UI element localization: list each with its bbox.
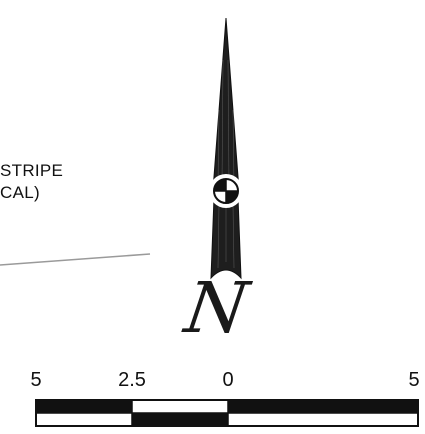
note-text-line-1: STRIPE xyxy=(0,161,64,180)
north-arrow xyxy=(209,17,243,280)
scale-label-half: 2.5 xyxy=(118,369,146,391)
scale-segment-bottom-1 xyxy=(132,413,228,426)
bullseye-marker xyxy=(209,174,243,208)
leader-line xyxy=(0,253,151,266)
note-text-line-2: CAL) xyxy=(0,183,40,202)
scale-segment-top-2 xyxy=(228,400,418,413)
scale-segment-top-1 xyxy=(36,400,132,413)
north-arrow-hatching xyxy=(217,59,235,186)
scale-bar xyxy=(35,399,419,427)
scale-label-left: 5 xyxy=(30,369,42,391)
scale-label-right: 5 xyxy=(408,369,420,391)
scale-label-zero: 0 xyxy=(222,369,234,391)
north-arrow-upper-blade xyxy=(212,17,240,191)
north-letter: N xyxy=(180,267,254,349)
